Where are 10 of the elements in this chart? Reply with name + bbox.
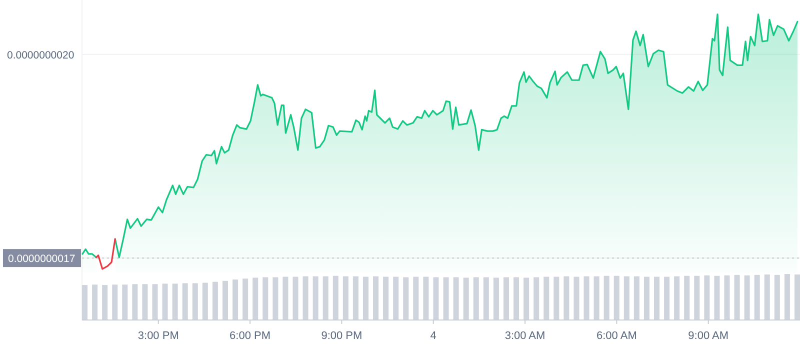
x-tick-label: 9:00 AM	[688, 330, 729, 342]
x-tick-label: 6:00 PM	[230, 330, 271, 342]
x-tick-label: 9:00 PM	[321, 330, 362, 342]
x-tick-label: 4	[430, 330, 436, 342]
y-tick-label: 0.0000000017	[8, 253, 76, 266]
x-tick-label: 6:00 AM	[596, 330, 637, 342]
line-series	[95, 238, 116, 270]
y-tick-label: 0.0000000020	[7, 49, 74, 62]
x-tick-label: 3:00 PM	[138, 330, 179, 342]
x-tick-label: 3:00 AM	[504, 330, 546, 342]
